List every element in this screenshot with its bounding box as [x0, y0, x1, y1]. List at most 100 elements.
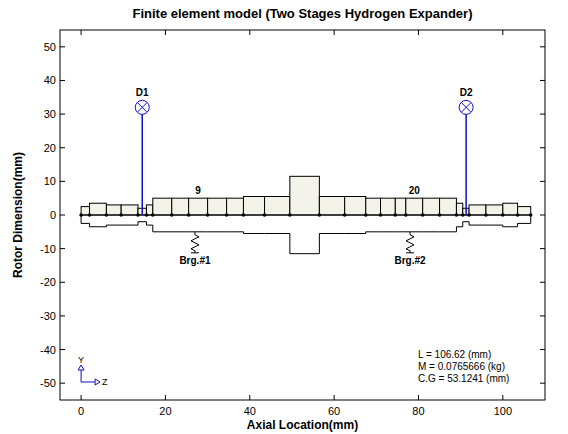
y-tick: [540, 349, 545, 350]
y-tick: [60, 349, 65, 350]
axis-icon-label: Y: [78, 355, 84, 365]
shaft-element: [243, 197, 264, 216]
y-tick-label: -10: [40, 243, 56, 255]
x-tick-label: 40: [244, 405, 256, 417]
axis-icon-arrow: [95, 379, 100, 385]
disk-symbol: [459, 100, 473, 114]
element-number: 20: [409, 185, 421, 196]
shaft-element: [172, 198, 189, 215]
disk-label: D2: [460, 87, 473, 98]
node: [467, 213, 471, 217]
y-tick: [540, 383, 545, 384]
node: [516, 213, 520, 217]
node: [151, 213, 155, 217]
node: [263, 213, 267, 217]
node: [379, 213, 383, 217]
node: [79, 213, 83, 217]
disk-stem: [465, 107, 467, 215]
shaft-element: [503, 203, 518, 215]
bearing-spring: [406, 232, 414, 253]
node: [88, 213, 92, 217]
node: [318, 213, 322, 217]
y-tick-label: 30: [44, 108, 56, 120]
shaft-element: [381, 198, 396, 215]
x-tick-label: 100: [494, 405, 512, 417]
y-tick-label: 10: [44, 175, 56, 187]
disk-cross: [462, 103, 471, 112]
node: [393, 213, 397, 217]
node: [170, 213, 174, 217]
x-tick: [334, 395, 335, 400]
shaft-element: [121, 205, 138, 215]
x-tick: [418, 30, 419, 35]
y-tick: [540, 147, 545, 148]
shaft-element: [319, 197, 344, 216]
x-tick: [418, 395, 419, 400]
node: [364, 213, 368, 217]
x-tick: [249, 30, 250, 35]
x-tick: [249, 395, 250, 400]
x-tick-label: 60: [328, 405, 340, 417]
node: [484, 213, 488, 217]
shaft-element: [395, 198, 406, 215]
y-tick-label: 50: [44, 41, 56, 53]
axis-icon: [81, 370, 95, 382]
y-tick: [540, 315, 545, 316]
shaft-element: [486, 205, 503, 215]
y-tick-label: -40: [40, 344, 56, 356]
node: [242, 213, 246, 217]
node: [206, 213, 210, 217]
shaft-element: [265, 197, 290, 216]
disk-stem: [141, 107, 143, 215]
y-tick-label: 0: [50, 209, 56, 221]
background: [0, 0, 568, 434]
y-tick-label: -50: [40, 377, 56, 389]
y-tick-label: 40: [44, 74, 56, 86]
y-tick: [540, 215, 545, 216]
shaft-element: [153, 198, 172, 215]
disk-label: D1: [136, 87, 149, 98]
element-number: 9: [195, 185, 201, 196]
shaft-element: [518, 207, 531, 215]
disk-cross: [138, 103, 147, 112]
node: [404, 213, 408, 217]
y-tick: [60, 147, 65, 148]
shaft-element: [423, 198, 440, 215]
info-text: C.G = 53.1241 (mm): [418, 373, 509, 384]
shaft-element: [290, 176, 320, 215]
y-tick: [60, 383, 65, 384]
y-tick: [540, 80, 545, 81]
y-tick: [60, 215, 65, 216]
x-tick: [165, 30, 166, 35]
x-tick-label: 20: [159, 405, 171, 417]
x-tick: [81, 395, 82, 400]
node: [438, 213, 442, 217]
shaft-element: [345, 197, 366, 216]
title: Finite element model (Two Stages Hydroge…: [133, 6, 473, 21]
y-tick: [540, 114, 545, 115]
bearing-spring: [191, 232, 199, 253]
node: [501, 213, 505, 217]
y-tick: [540, 46, 545, 47]
y-tick: [60, 80, 65, 81]
plot-frame: [60, 30, 545, 400]
y-tick-label: -30: [40, 310, 56, 322]
node: [529, 213, 533, 217]
x-tick-label: 0: [78, 405, 84, 417]
shaft-element: [469, 205, 486, 215]
node: [105, 213, 109, 217]
shaft-element: [189, 198, 208, 215]
node: [461, 213, 465, 217]
plot-area: [79, 100, 532, 253]
chart: Finite element model (Two Stages Hydroge…: [0, 0, 568, 434]
y-tick: [60, 315, 65, 316]
axis-icon-label: Z: [102, 377, 108, 387]
x-tick: [502, 30, 503, 35]
y-tick: [60, 248, 65, 249]
disk-symbol: [135, 100, 149, 114]
bearing-label: Brg.#1: [179, 255, 211, 266]
info-text: L = 106.62 (mm): [418, 349, 491, 360]
y-tick-label: 20: [44, 142, 56, 154]
shaft-element: [90, 203, 107, 215]
x-tick: [81, 30, 82, 35]
